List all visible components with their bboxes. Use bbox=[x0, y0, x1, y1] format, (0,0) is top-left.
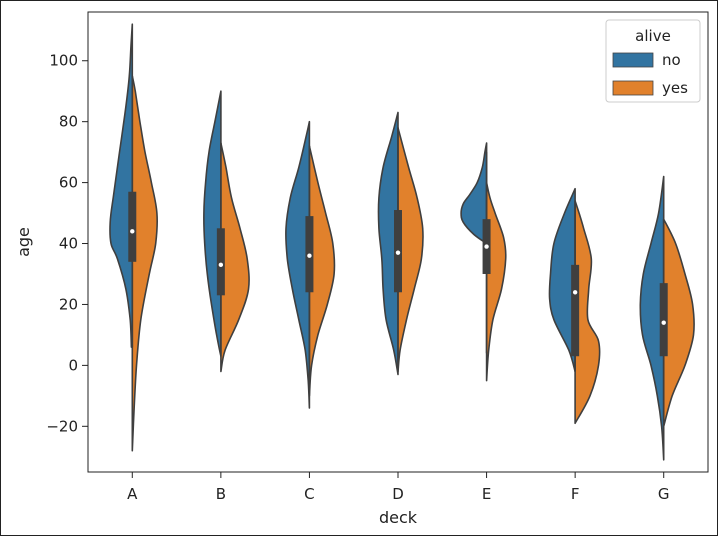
x-axis-label: deck bbox=[379, 508, 418, 527]
y-tick-label: 80 bbox=[59, 113, 78, 131]
violin-half-no-A bbox=[109, 23, 134, 348]
y-tick-label: 40 bbox=[59, 235, 78, 253]
x-tick-label: D bbox=[392, 485, 404, 503]
legend-swatch-no bbox=[612, 52, 654, 68]
iqr-box-B bbox=[216, 228, 225, 296]
box-layer bbox=[128, 75, 668, 424]
median-dot-E bbox=[484, 244, 489, 249]
violin-half-yes-A bbox=[131, 75, 159, 452]
iqr-box-A bbox=[128, 191, 137, 262]
violin-half-yes-C bbox=[308, 145, 336, 397]
violin-half-no-G bbox=[639, 175, 665, 461]
y-tick-label: −20 bbox=[46, 417, 78, 435]
y-tick-label: 60 bbox=[59, 174, 78, 192]
x-tick-label: E bbox=[482, 485, 491, 503]
violin-half-yes-D bbox=[397, 127, 424, 373]
legend-label-no: no bbox=[662, 51, 681, 69]
y-tick-label: 100 bbox=[49, 52, 78, 70]
violin-half-yes-F bbox=[574, 200, 601, 425]
median-dot-B bbox=[218, 262, 224, 268]
violin-half-no-E bbox=[460, 142, 488, 245]
violin-half-no-B bbox=[203, 90, 222, 357]
violin-half-yes-B bbox=[220, 142, 250, 373]
median-dot-C bbox=[307, 253, 312, 258]
y-tick-label: 20 bbox=[59, 295, 78, 313]
median-dot-D bbox=[395, 250, 401, 255]
legend-label-yes: yes bbox=[662, 79, 688, 97]
y-axis-label: age bbox=[14, 227, 33, 257]
violin-half-yes-E bbox=[485, 181, 507, 382]
x-tick-label: G bbox=[658, 485, 670, 503]
iqr-box-G bbox=[659, 283, 668, 357]
x-tick-label: C bbox=[304, 485, 314, 503]
x-tick-label: A bbox=[127, 485, 138, 503]
violin-half-no-F bbox=[548, 187, 576, 373]
y-tick-label: 0 bbox=[68, 356, 78, 374]
median-dot-G bbox=[661, 320, 666, 325]
legend-title: alive bbox=[635, 27, 671, 45]
x-tick-label: F bbox=[571, 485, 580, 503]
violin-layer bbox=[109, 23, 695, 461]
y-axis: −20 0 20 40 60 80 100 bbox=[46, 52, 88, 435]
violin-half-no-C bbox=[285, 120, 311, 409]
x-axis: A B C D E F G bbox=[127, 472, 670, 503]
x-tick-label: B bbox=[216, 485, 226, 503]
legend: alive no yes bbox=[605, 19, 701, 103]
violin-half-no-D bbox=[377, 111, 399, 376]
legend-swatch-yes bbox=[612, 80, 654, 96]
iqr-box-F bbox=[571, 264, 580, 357]
violin-half-yes-G bbox=[662, 218, 695, 428]
median-dot-A bbox=[130, 229, 135, 234]
median-dot-F bbox=[572, 290, 578, 295]
